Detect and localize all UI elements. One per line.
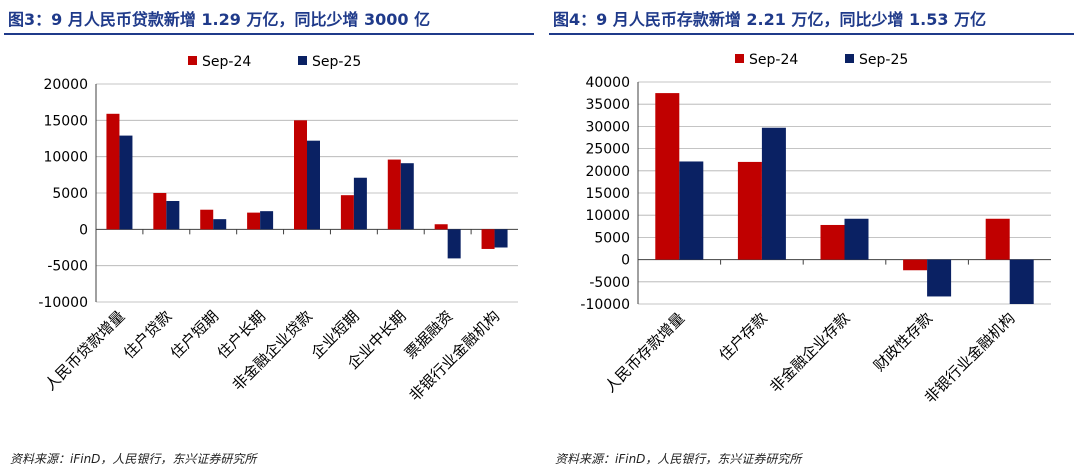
legend-label: Sep-24: [749, 52, 798, 68]
bar-sep-25: [307, 140, 320, 230]
bar-sep-24: [820, 224, 845, 260]
loan-chart-source: 资料来源：iFinD，人民银行，东兴证券研究所: [10, 452, 257, 466]
bar-sep-24: [153, 193, 167, 230]
bar-sep-25: [400, 163, 414, 230]
y-tick-label: 30000: [585, 119, 630, 135]
deposit-chart-source: 资料来源：iFinD，人民银行，东兴证券研究所: [555, 452, 802, 466]
bar-sep-24: [200, 209, 214, 230]
x-category-label: 非银行业金融机构: [921, 309, 1019, 407]
loan-chart-panel: 图3：9 月人民币贷款新增 1.29 万亿，同比少增 3000 亿 -10000…: [4, 10, 534, 466]
y-tick-label: 0: [621, 253, 630, 269]
bar-sep-24: [434, 224, 448, 230]
x-category-label: 人民币存款增量: [601, 309, 688, 396]
bar-sep-25: [761, 127, 786, 260]
bar-sep-24: [387, 159, 401, 230]
bar-sep-25: [679, 161, 704, 260]
y-tick-label: 20000: [43, 77, 88, 93]
legend-swatch-sep-24: [188, 56, 197, 65]
deposit-bar-chart: -10000 -5000 0 5000 10000 15000 20000 25000 3000…: [580, 52, 1051, 407]
bar-sep-25: [844, 218, 869, 260]
bar-sep-24: [481, 229, 495, 249]
bar-sep-24: [985, 218, 1010, 260]
y-tick-label: -10000: [38, 295, 88, 311]
title-divider: [4, 33, 534, 35]
y-tick-label: 10000: [43, 150, 88, 166]
bar-sep-24: [655, 93, 680, 260]
title-divider: [549, 33, 1074, 35]
bar-sep-25: [260, 211, 274, 230]
y-tick-label: -5000: [47, 259, 88, 275]
y-tick-label: 25000: [585, 142, 630, 158]
loan-bar-chart: -10000 -5000 0 5000 10000 15000 20000 Sep-24 Sep…: [38, 54, 518, 405]
bar-sep-24: [903, 259, 928, 271]
bar-sep-25: [119, 135, 133, 230]
bar-sep-25: [353, 177, 367, 230]
bar-sep-24: [106, 113, 120, 230]
deposit-chart-panel: 图4：9 月人民币存款新增 2.21 万亿，同比少增 1.53 万亿 -1000…: [545, 0, 1080, 475]
x-category-label: 非金融企业存款: [766, 309, 853, 396]
y-tick-label: 0: [79, 222, 88, 238]
y-tick-label: -10000: [580, 297, 630, 313]
legend-swatch-sep-25: [298, 56, 307, 65]
y-tick-label: -5000: [589, 275, 630, 291]
bar-sep-25: [166, 200, 180, 230]
x-category-label: 住户存款: [716, 309, 771, 364]
y-tick-label: 40000: [585, 75, 630, 91]
y-tick-label: 35000: [585, 97, 630, 113]
bar-sep-24: [247, 212, 261, 230]
bar-sep-24: [340, 195, 354, 230]
bar-sep-25: [213, 219, 227, 230]
bar-sep-25: [494, 229, 508, 248]
y-tick-label: 5000: [52, 186, 88, 202]
x-category-label: 非银行业金融机构: [406, 307, 504, 405]
y-tick-label: 15000: [43, 113, 88, 129]
legend-swatch-sep-24: [735, 54, 744, 63]
legend-label: Sep-25: [312, 54, 361, 70]
y-tick-label: 5000: [594, 230, 630, 246]
y-tick-label: 10000: [585, 208, 630, 224]
deposit-chart-title: 图4：9 月人民币存款新增 2.21 万亿，同比少增 1.53 万亿: [553, 10, 987, 29]
legend-label: Sep-25: [859, 52, 908, 68]
x-category-label: 财政性存款: [870, 309, 936, 375]
y-tick-label: 20000: [585, 164, 630, 180]
legend-swatch-sep-25: [845, 54, 854, 63]
loan-chart-title: 图3：9 月人民币贷款新增 1.29 万亿，同比少增 3000 亿: [8, 10, 431, 29]
x-category-label: 住户贷款: [120, 307, 175, 362]
x-category-label: 人民币贷款增量: [41, 307, 128, 394]
bar-sep-25: [1009, 259, 1034, 304]
y-tick-label: 15000: [585, 186, 630, 202]
legend-label: Sep-24: [202, 54, 251, 70]
bar-sep-24: [737, 161, 762, 260]
bar-sep-25: [447, 229, 461, 259]
x-category-label: 住户短期: [167, 307, 222, 362]
bar-sep-25: [927, 259, 952, 297]
bar-sep-24: [294, 120, 307, 230]
